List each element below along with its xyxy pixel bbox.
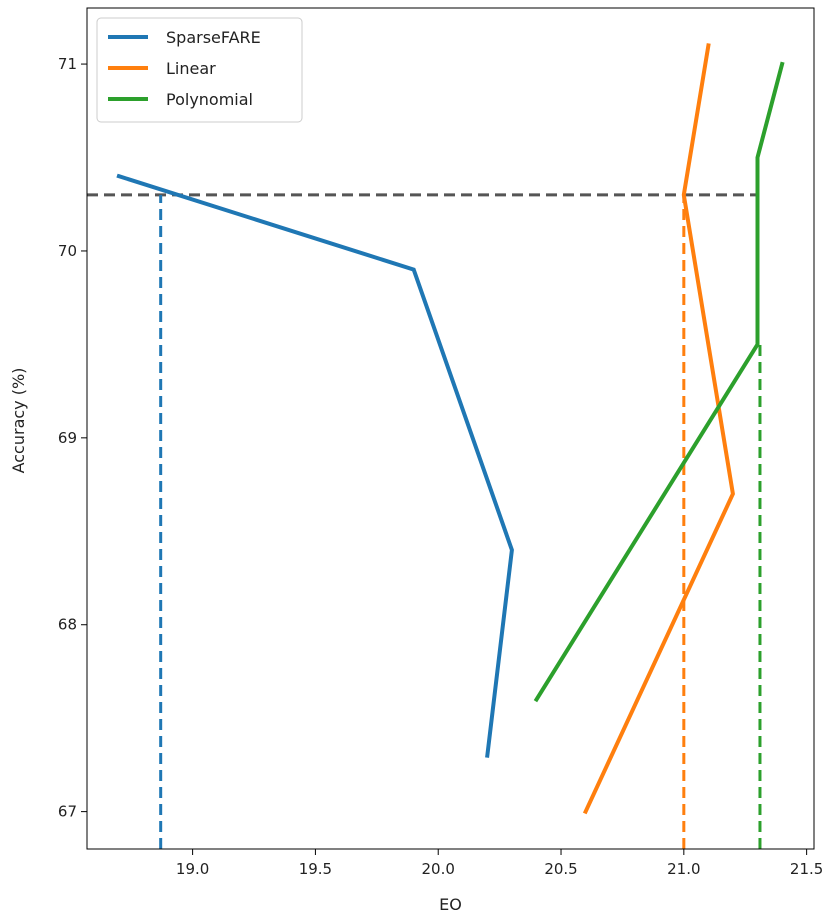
legend-label: Linear — [166, 59, 216, 78]
x-tick-label: 19.5 — [299, 860, 332, 878]
series-lines — [116, 43, 785, 815]
x-tick-label: 20.5 — [544, 860, 577, 878]
plot-frame — [86, 7, 815, 850]
series-line-sparsefare — [116, 173, 514, 758]
x-tick-label: 19.0 — [176, 860, 209, 878]
y-tick-label: 68 — [58, 616, 77, 634]
legend-box — [96, 17, 303, 123]
x-axis: 19.0 19.5 20.0 20.5 21.0 21.5 — [176, 849, 823, 878]
legend-label: SparseFARE — [166, 28, 261, 47]
legend-label: Polynomial — [166, 90, 253, 109]
x-axis-label: EO — [439, 895, 462, 914]
series-line-polynomial — [533, 61, 785, 703]
y-axis-label: Accuracy (%) — [9, 368, 28, 474]
legend: SparseFARE Linear Polynomial — [96, 17, 303, 123]
x-tick-label: 21.0 — [667, 860, 700, 878]
y-tick-label: 71 — [58, 55, 77, 73]
x-tick-label: 21.5 — [790, 860, 823, 878]
y-tick-label: 69 — [58, 429, 77, 447]
y-axis: 67 68 69 70 71 — [58, 55, 87, 821]
y-tick-label: 67 — [58, 803, 77, 821]
y-tick-label: 70 — [58, 242, 77, 260]
x-tick-label: 20.0 — [422, 860, 455, 878]
series-line-linear — [582, 43, 735, 815]
reference-lines — [87, 193, 762, 849]
